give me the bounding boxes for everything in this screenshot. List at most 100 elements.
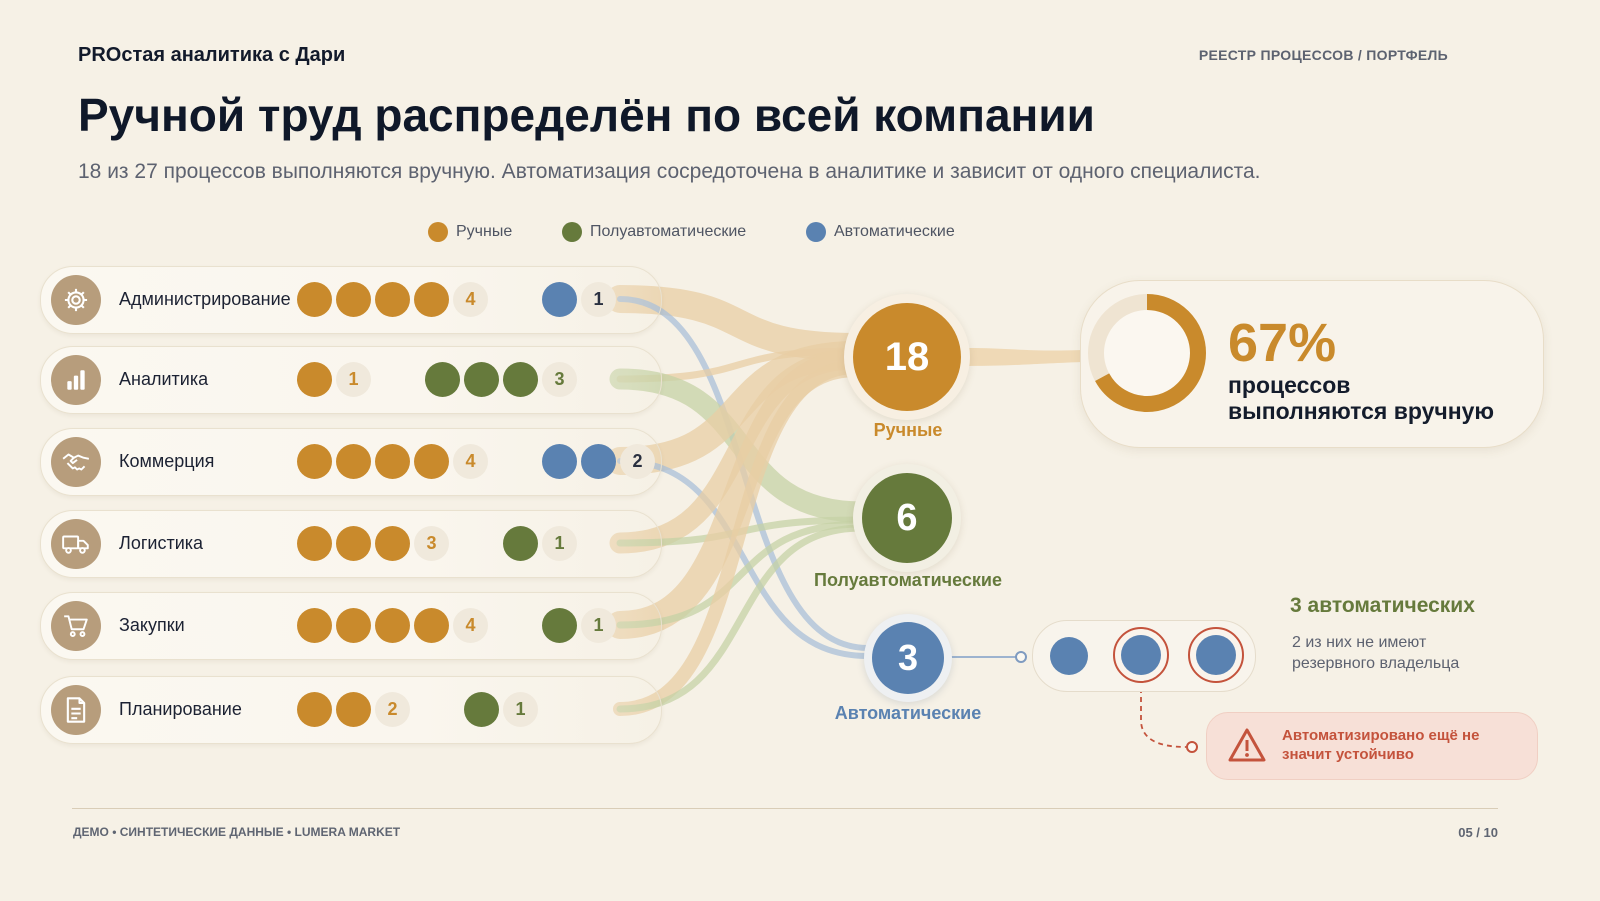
semi-count-badge: 1 [503,692,538,727]
footer-source: ДЕМО • СИНТЕТИЧЕСКИЕ ДАННЫЕ • LUMERA MAR… [73,825,401,839]
semi-count-badge: 1 [581,608,616,643]
legend-dot-manual [428,222,448,242]
manual-count-badge: 2 [375,692,410,727]
department-label: Администрирование [119,289,291,309]
automation-title: 3 автоматических [1290,594,1475,617]
cart-icon [51,601,101,651]
kpi-connector [968,348,1082,366]
manual-count-badge: 3 [414,526,449,561]
department-label: Закупки [119,615,185,635]
kpi-donut-arc [1088,294,1206,412]
semi-process-dot [503,362,538,397]
hub-auto: 3 [872,622,944,694]
manual-process-dot [375,282,410,317]
manual-process-dot [297,444,332,479]
semi-process-dot [464,692,499,727]
department-row-procurement: Закупки 4 1 [40,592,662,660]
manual-process-dot [336,444,371,479]
warning-connector-node [1186,741,1198,753]
manual-process-dot [375,526,410,561]
automated-process-dot [1050,637,1088,675]
automated-process-dot [1121,635,1161,675]
manual-process-dot [297,282,332,317]
manual-process-dot [297,692,332,727]
document-icon [51,685,101,735]
flow-semi-4 [616,520,866,629]
hub-semi: 6 [862,473,952,563]
hub-manual: 18 [853,303,961,411]
auto-count-badge: 1 [581,282,616,317]
auto-connector-node [1015,651,1027,663]
department-row-analytics: Аналитика 1 3 [40,346,662,414]
department-row-commerce: Коммерция 4 2 [40,428,662,496]
page-number: 05 / 10 [1458,825,1498,840]
kpi-donut [1088,294,1206,412]
page-title: Ручной труд распределён по всей компании [78,89,1095,141]
brand-title: PROстая аналитика с Дари [78,44,346,66]
flow-auto-2 [617,458,871,659]
manual-process-dot [336,692,371,727]
legend-item-manual: Ручные [428,222,512,242]
legend-label-semi: Полуавтоматические [590,223,747,240]
department-label: Логистика [119,533,204,553]
kpi-percent: 67% [1228,313,1337,373]
legend-dot-auto [806,222,826,242]
flow-manual-0 [606,285,870,361]
manual-process-dot [297,608,332,643]
flow-semi-5 [616,524,866,713]
page-subtitle: 18 из 27 процессов выполняются вручную. … [78,160,1261,183]
hub-semi-ring: 6 [853,464,961,572]
hub-auto-label: Автоматические [834,703,982,723]
automation-note-line-2: резервного владельца [1292,655,1460,672]
footer-divider [72,808,1498,809]
truck-icon [51,519,101,569]
handshake-icon [51,437,101,487]
legend: Ручные Полуавтоматические Автоматические [0,222,1600,252]
department-label: Коммерция [119,451,215,471]
semi-process-dot [464,362,499,397]
bar-chart-icon [51,355,101,405]
semi-count-badge: 3 [542,362,577,397]
manual-process-dot [336,526,371,561]
warning-callout: Автоматизировано ещё не значит устойчиво [1206,712,1538,780]
manual-process-dot [336,608,371,643]
department-row-administration: Администрирование 4 1 [40,266,662,334]
semi-process-dot [503,526,538,561]
hub-semi-label: Полуавтоматические [814,570,1002,590]
legend-dot-semi [562,222,582,242]
section-breadcrumb: РЕЕСТР ПРОЦЕССОВ / ПОРТФЕЛЬ [1198,47,1448,63]
semi-process-dot [542,608,577,643]
manual-process-dot [375,444,410,479]
flow-manual-5 [613,360,863,716]
hub-manual-label: Ручные [873,420,943,440]
legend-label-auto: Автоматические [834,223,955,240]
warning-connector [1140,688,1187,748]
auto-process-dot [542,444,577,479]
semi-count-badge: 1 [542,526,577,561]
warning-text: Автоматизировано ещё не значит устойчиво [1282,727,1480,763]
manual-process-dot [297,362,332,397]
automated-process-dot [1196,635,1236,675]
semi-process-dot [425,362,460,397]
manual-count-badge: 4 [453,282,488,317]
gear-icon [51,275,101,325]
legend-item-semi: Полуавтоматические [562,222,746,242]
department-row-planning: Планирование 2 1 [40,676,662,744]
manual-process-dot [414,608,449,643]
legend-label-manual: Ручные [456,223,513,240]
manual-process-dot [297,526,332,561]
auto-process-dot [542,282,577,317]
hub-auto-ring: 3 [864,614,952,702]
manual-process-dot [414,444,449,479]
department-label: Аналитика [119,369,209,389]
hub-manual-ring: 18 [844,294,970,420]
no-backup-owner-ring [1113,627,1169,683]
no-backup-owner-ring [1188,627,1244,683]
department-label: Планирование [119,699,242,719]
manual-process-dot [414,282,449,317]
department-row-logistics: Логистика 3 1 [40,510,662,578]
manual-count-badge: 4 [453,444,488,479]
kpi-line-2: выполняются вручную [1228,398,1495,424]
automation-note-line-1: 2 из них не имеют [1292,634,1427,651]
